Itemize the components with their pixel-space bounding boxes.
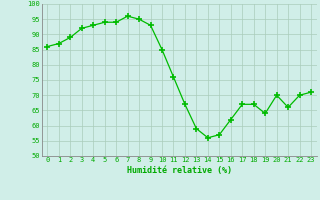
X-axis label: Humidité relative (%): Humidité relative (%)	[127, 166, 232, 175]
